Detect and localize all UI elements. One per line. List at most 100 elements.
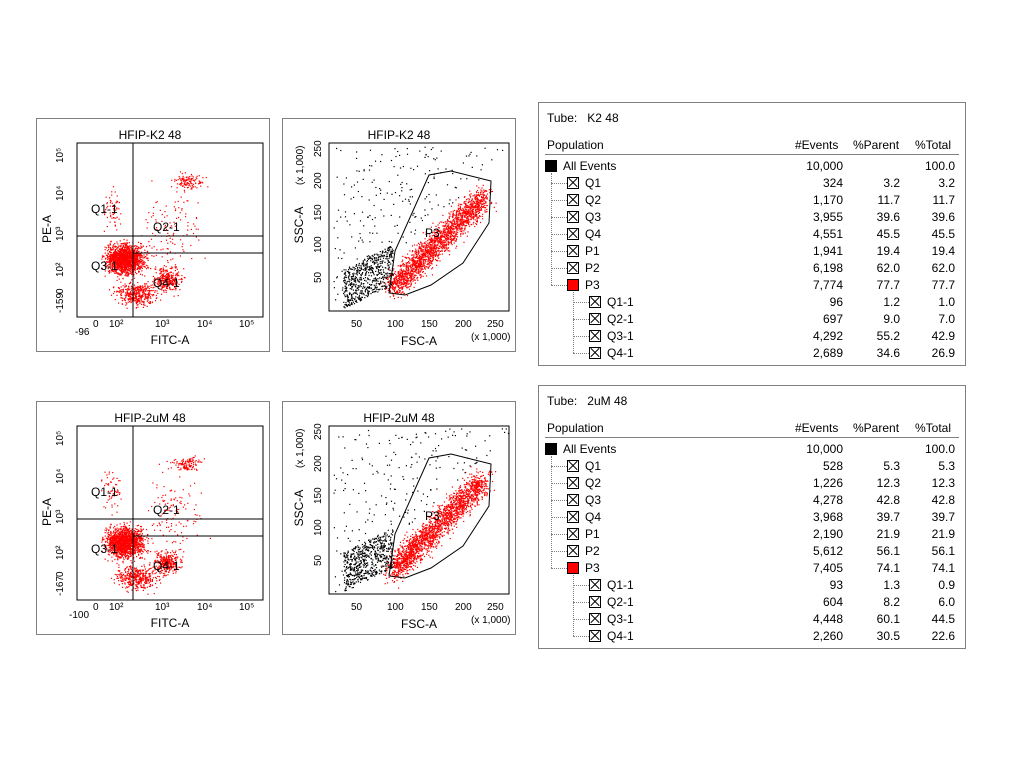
event-dot xyxy=(428,257,430,259)
event-dot xyxy=(142,289,144,291)
event-dot xyxy=(349,305,351,307)
event-dot xyxy=(381,260,383,262)
event-dot xyxy=(109,197,111,199)
event-dot xyxy=(412,269,414,271)
event-dot xyxy=(370,284,372,286)
event-dot xyxy=(166,273,168,275)
event-dot xyxy=(445,227,447,229)
event-dot xyxy=(163,270,165,272)
event-dot xyxy=(432,267,434,269)
event-dot xyxy=(413,276,415,279)
event-dot xyxy=(437,249,439,251)
event-dot xyxy=(128,270,130,272)
event-dot xyxy=(198,175,200,177)
event-dot xyxy=(135,307,137,309)
event-dot xyxy=(142,262,144,264)
event-dot xyxy=(133,289,135,291)
event-dot xyxy=(154,279,156,281)
event-dot xyxy=(167,285,169,287)
event-dot xyxy=(471,214,473,216)
event-dot xyxy=(137,292,139,294)
event-dot xyxy=(401,270,403,272)
event-dot xyxy=(363,287,365,289)
event-dot xyxy=(418,246,421,249)
event-dot xyxy=(421,244,423,246)
event-dot xyxy=(163,275,165,277)
event-dot xyxy=(119,259,121,261)
event-dot xyxy=(142,295,144,297)
event-dot xyxy=(151,255,153,257)
event-dot xyxy=(101,256,103,258)
event-dot xyxy=(107,257,109,259)
event-dot xyxy=(145,255,147,258)
event-dot xyxy=(122,254,124,256)
event-dot xyxy=(170,271,172,273)
event-dot xyxy=(464,212,466,214)
event-dot xyxy=(123,254,125,257)
event-dot xyxy=(449,226,452,228)
event-dot xyxy=(347,304,350,306)
event-dot xyxy=(165,276,167,278)
event-dot xyxy=(135,296,137,298)
event-dot xyxy=(380,273,382,275)
event-dot xyxy=(187,225,189,227)
event-dot xyxy=(441,250,443,252)
event-dot xyxy=(145,290,147,292)
event-dot xyxy=(138,268,140,270)
event-dot xyxy=(120,252,122,254)
event-dot xyxy=(176,280,178,283)
event-dot xyxy=(151,289,153,292)
event-dot xyxy=(373,263,375,265)
event-dot xyxy=(106,260,108,263)
event-dot xyxy=(356,270,358,273)
event-dot xyxy=(127,254,129,256)
event-dot xyxy=(109,205,111,207)
event-dot xyxy=(107,270,110,272)
event-dot xyxy=(470,196,472,198)
event-dot xyxy=(195,179,197,181)
event-dot xyxy=(113,269,115,271)
event-dot xyxy=(464,232,466,234)
event-dot xyxy=(476,192,478,194)
event-dot xyxy=(171,278,174,280)
event-dot xyxy=(412,262,414,265)
event-dot xyxy=(443,235,445,237)
event-dot xyxy=(442,241,444,243)
event-dot xyxy=(432,258,434,260)
event-dot xyxy=(353,272,355,274)
event-dot xyxy=(418,271,420,273)
event-dot xyxy=(457,205,459,207)
event-dot xyxy=(426,250,428,252)
event-dot xyxy=(119,248,121,250)
event-dot xyxy=(418,257,420,259)
event-dot xyxy=(353,267,355,269)
event-dot xyxy=(467,210,469,212)
event-dot xyxy=(416,261,418,263)
event-dot xyxy=(425,258,427,260)
event-dot xyxy=(426,251,428,253)
event-dot xyxy=(443,225,445,227)
event-dot xyxy=(360,286,362,288)
event-dot xyxy=(141,274,143,276)
event-dot xyxy=(125,288,127,290)
event-dot xyxy=(161,282,163,285)
event-dot xyxy=(482,218,484,220)
event-dot xyxy=(404,273,406,275)
quadrant-label-q4: Q4-1 xyxy=(153,276,180,290)
event-dot xyxy=(372,272,375,274)
event-dot xyxy=(137,285,139,288)
event-dot xyxy=(413,256,415,258)
event-dot xyxy=(464,220,466,222)
event-dot xyxy=(415,257,417,259)
event-dot xyxy=(186,183,188,185)
event-dot xyxy=(382,269,384,271)
event-dot xyxy=(430,247,433,249)
event-dot xyxy=(116,273,118,275)
event-dot xyxy=(475,214,477,216)
event-dot xyxy=(119,260,121,262)
event-dot xyxy=(374,280,376,282)
event-dot xyxy=(470,212,472,214)
event-dot xyxy=(432,232,434,234)
event-dot xyxy=(467,218,470,220)
event-dot xyxy=(110,271,112,273)
